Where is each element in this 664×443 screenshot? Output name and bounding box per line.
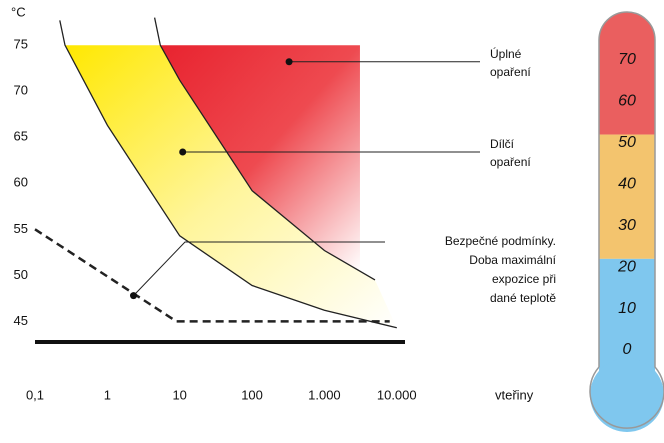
thermo-label: 30: [618, 217, 636, 234]
annotation-text: dané teplotě: [490, 291, 556, 305]
y-axis-label: °C: [11, 4, 26, 19]
x-tick-label: 10: [172, 387, 186, 402]
x-tick-label: 1.000: [308, 387, 341, 402]
x-tick-label: 0,1: [26, 387, 44, 402]
thermo-label: 10: [618, 300, 636, 317]
y-tick-label: 75: [14, 37, 28, 52]
annotation-text: expozice při: [492, 272, 556, 286]
y-tick-label: 70: [14, 83, 28, 98]
x-tick-label: 1: [104, 387, 111, 402]
y-tick-label: 50: [14, 267, 28, 282]
annotation-text: opaření: [490, 65, 531, 79]
x-tick-label: 100: [241, 387, 263, 402]
annotation-dot: [286, 58, 293, 65]
annotation-text: Doba maximální: [469, 253, 556, 267]
thermo-label: 50: [618, 134, 636, 151]
thermo-label: 20: [617, 258, 636, 275]
annotation-dot: [130, 292, 137, 299]
thermo-bulb: [590, 358, 664, 432]
thermo-label: 70: [618, 51, 636, 68]
y-tick-label: 65: [14, 129, 28, 144]
thermo-label: 40: [618, 176, 636, 193]
thermo-label: 0: [623, 341, 632, 358]
annotation-text: Úplné: [490, 46, 522, 61]
y-tick-label: 60: [14, 175, 28, 190]
thermo-label: 60: [618, 93, 636, 110]
chart: °C vteřiny 455055606570750,11101001.0001…: [0, 0, 664, 443]
x-axis-label: vteřiny: [495, 387, 534, 402]
x-tick-label: 10.000: [377, 387, 417, 402]
annotation-text: opaření: [490, 155, 531, 169]
y-tick-label: 45: [14, 313, 28, 328]
thermometer: 70 60 50 40 30 20 10 0: [590, 12, 664, 432]
annotation-text: Bezpečné podmínky.: [445, 234, 556, 248]
y-tick-label: 55: [14, 221, 28, 236]
thermo-band: [599, 12, 655, 135]
annotation-text: Dílčí: [490, 137, 515, 151]
annotation-dot: [179, 148, 186, 155]
thermo-band: [599, 135, 655, 259]
